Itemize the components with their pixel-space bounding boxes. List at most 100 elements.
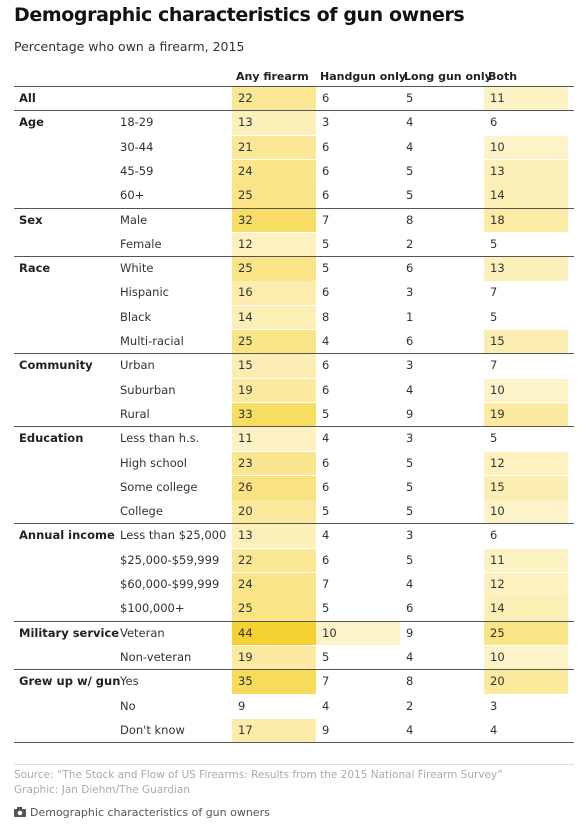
cell-bg — [484, 378, 568, 403]
group-rule — [14, 110, 574, 112]
group-rule — [14, 620, 574, 622]
cell-value: 6 — [322, 358, 330, 373]
group-rule — [14, 426, 574, 428]
cell-value: 5 — [406, 552, 414, 567]
cell-value: 13 — [238, 115, 253, 130]
cell-value: 10 — [490, 139, 505, 154]
cell-bg — [232, 500, 316, 524]
row-label: Urban — [120, 358, 155, 373]
cell-bg — [484, 645, 568, 670]
cell-value: 7 — [322, 212, 330, 227]
row-label: Female — [120, 236, 162, 251]
cell-value: 13 — [490, 261, 505, 276]
row-label: Hispanic — [120, 285, 169, 300]
cell-value: 8 — [322, 309, 330, 324]
row-label: $60,000-$99,999 — [120, 577, 220, 591]
cell-bg — [484, 257, 568, 281]
row-label: Yes — [120, 674, 139, 689]
credit: Graphic: Jan Diehm/The Guardian — [14, 784, 191, 796]
cell-bg — [484, 475, 568, 500]
cell-value: 20 — [238, 504, 253, 519]
cell-bg — [232, 524, 316, 549]
cell-value: 7 — [322, 577, 330, 591]
cell-value: 6 — [322, 163, 330, 178]
cell-value: 22 — [238, 91, 253, 105]
cell-value: 15 — [238, 358, 253, 373]
cell-bg — [232, 670, 316, 694]
cell-value: 5 — [406, 188, 414, 203]
cell-value: 5 — [406, 91, 414, 105]
cell-bg — [484, 451, 568, 476]
cell-value: 7 — [322, 674, 330, 689]
cell-value: 9 — [322, 722, 330, 737]
cell-value: 4 — [406, 115, 414, 130]
cell-value: 14 — [238, 309, 253, 324]
cell-bg — [484, 500, 568, 524]
cell-value: 4 — [490, 722, 498, 737]
cell-value: 44 — [238, 625, 253, 640]
cell-value: 3 — [406, 431, 414, 446]
cell-value: 15 — [490, 334, 505, 348]
group-label: Age — [19, 115, 44, 130]
cell-value: 35 — [238, 674, 253, 689]
column-header: Both — [488, 70, 518, 83]
cell-value: 13 — [238, 528, 253, 543]
cell-value: 10 — [490, 504, 505, 519]
group-label: Race — [19, 261, 51, 276]
cell-value: 4 — [406, 139, 414, 154]
cell-value: 2 — [406, 236, 414, 251]
cell-bg — [484, 548, 568, 573]
cell-value: 10 — [490, 649, 505, 664]
group-label: All — [19, 91, 36, 105]
cell-bg — [484, 159, 568, 184]
cell-value: 8 — [406, 674, 414, 689]
row-label: Black — [120, 309, 152, 324]
cell-value: 3 — [406, 285, 414, 300]
cell-value: 6 — [322, 91, 330, 105]
row-label: Less than h.s. — [120, 431, 200, 446]
row-label: White — [120, 261, 154, 276]
cell-bg — [232, 184, 316, 208]
cell-bg — [232, 573, 316, 597]
cell-value: 6 — [490, 115, 498, 130]
cell-bg — [484, 330, 568, 354]
row-label: Veteran — [120, 625, 165, 640]
cell-value: 6 — [490, 528, 498, 543]
cell-value: 6 — [406, 334, 414, 348]
caption: Demographic characteristics of gun owner… — [30, 806, 270, 819]
cell-bg — [484, 402, 568, 427]
cell-value: 6 — [406, 601, 414, 616]
group-rule — [14, 742, 574, 744]
cell-value: 9 — [238, 698, 246, 713]
cell-value: 13 — [490, 163, 505, 178]
cell-bg — [232, 645, 316, 670]
cell-value: 19 — [490, 406, 505, 421]
cell-value: 4 — [322, 698, 330, 713]
cell-value: 6 — [322, 188, 330, 203]
cell-bg — [232, 305, 316, 330]
cell-value: 4 — [406, 382, 414, 397]
cell-value: 8 — [406, 212, 414, 227]
row-label: 60+ — [120, 188, 145, 203]
cell-bg — [232, 281, 316, 306]
cell-value: 5 — [490, 236, 498, 251]
cell-bg — [232, 87, 316, 111]
row-label: 30-44 — [120, 139, 154, 154]
cell-value: 11 — [490, 552, 505, 567]
column-header: Handgun only — [320, 70, 407, 83]
cell-value: 6 — [322, 139, 330, 154]
cell-value: 19 — [238, 649, 253, 664]
cell-value: 12 — [490, 577, 505, 591]
group-rule — [14, 353, 574, 355]
row-label: $100,000+ — [120, 601, 185, 616]
cell-value: 25 — [238, 188, 253, 203]
cell-value: 21 — [238, 139, 253, 154]
cell-value: 15 — [490, 479, 505, 494]
cell-value: 5 — [322, 504, 330, 519]
cell-value: 5 — [322, 649, 330, 664]
cell-value: 25 — [238, 261, 253, 276]
cell-value: 32 — [238, 212, 253, 227]
cell-bg — [232, 232, 316, 257]
row-label: Multi-racial — [120, 334, 184, 348]
row-label: 18-29 — [120, 115, 154, 130]
